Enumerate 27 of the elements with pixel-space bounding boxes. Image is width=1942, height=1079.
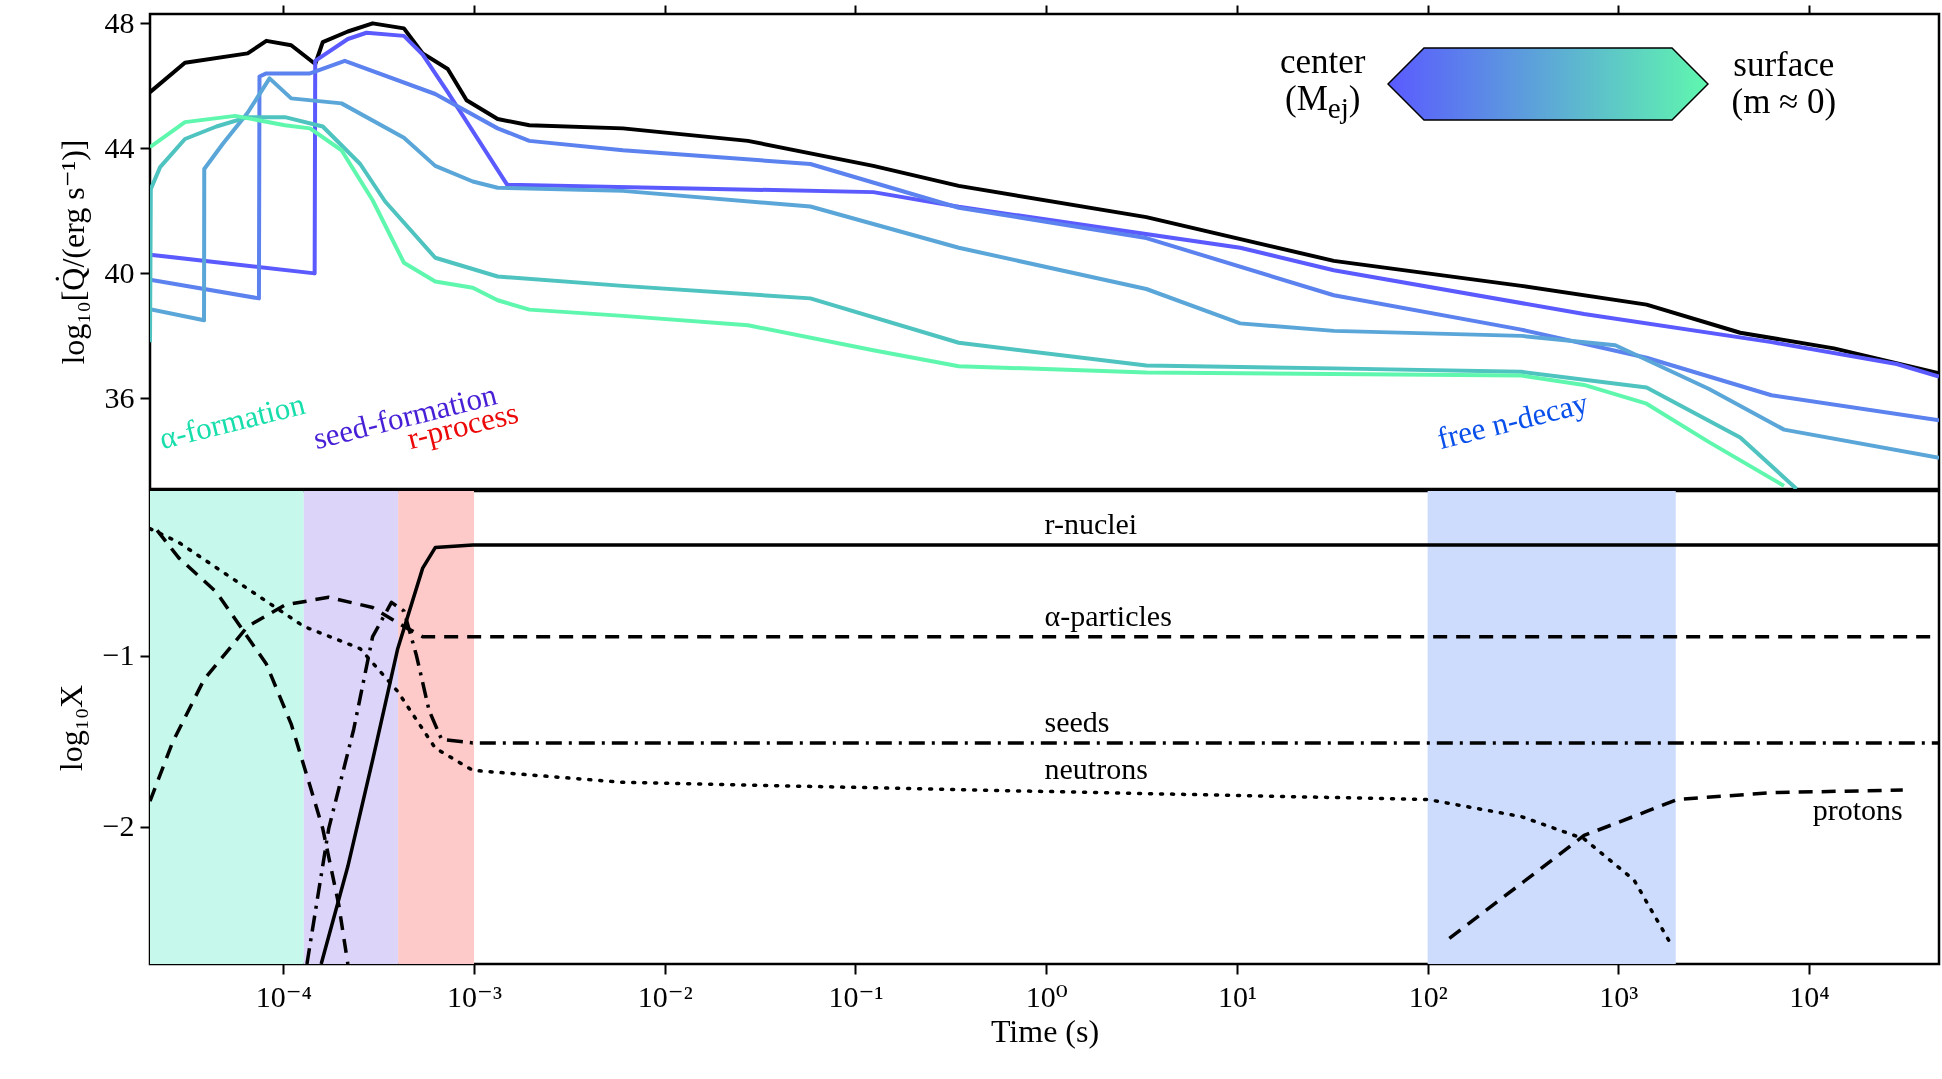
series-label: neutrons <box>1044 752 1148 786</box>
annotation: center (M$_{ej}$) <box>1280 42 1366 124</box>
x-tick-label: 10⁻³ <box>447 979 502 1013</box>
series-label: r-nuclei <box>1044 506 1138 540</box>
x-tick-label: 10⁻¹ <box>828 979 884 1013</box>
y-tick-label: −1 <box>102 638 135 672</box>
band-label: free n-decay <box>1433 384 1592 456</box>
y-axis-title: log₁₀X <box>52 684 89 772</box>
series-label: protons <box>1812 793 1903 827</box>
x-axis-title: Time (s) <box>990 1012 1100 1049</box>
y-axis-title: log₁₀[Q̇/(erg s⁻¹)] <box>54 139 91 365</box>
annotation: surface (m ≈ 0) <box>1731 44 1837 121</box>
x-tick-label: 10⁻⁴ <box>255 979 312 1013</box>
series-label: α-particles <box>1044 598 1172 632</box>
y-tick-label: 44 <box>104 130 135 164</box>
y-tick-label: 40 <box>104 255 135 289</box>
band-label: α-formation <box>155 386 309 456</box>
series-label: seeds <box>1044 704 1110 738</box>
y-tick-label: 48 <box>104 5 135 39</box>
x-tick-label: 10⁰ <box>1025 979 1068 1013</box>
x-tick-label: 10⁴ <box>1789 979 1830 1013</box>
y-tick-label: 36 <box>104 380 135 414</box>
x-tick-label: 10² <box>1408 979 1448 1013</box>
y-tick-label: −2 <box>102 809 135 843</box>
x-tick-label: 10³ <box>1599 979 1639 1013</box>
x-tick-label: 10⁻² <box>637 979 693 1013</box>
x-tick-label: 10¹ <box>1217 979 1257 1013</box>
